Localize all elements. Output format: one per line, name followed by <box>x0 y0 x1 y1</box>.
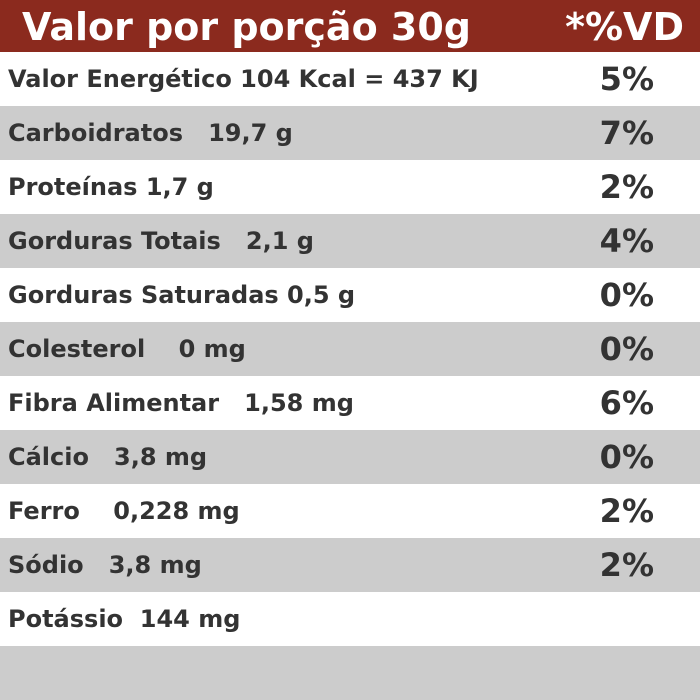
nutrient-percent: 5% <box>599 60 654 98</box>
nutrient-percent: 2% <box>599 492 654 530</box>
nutrient-row-calcium: Cálcio 3,8 mg 0% <box>0 430 700 484</box>
nutrient-label: Carboidratos 19,7 g <box>8 119 293 147</box>
nutrient-label: Cálcio 3,8 mg <box>8 443 208 471</box>
nutrient-row-total-fat: Gorduras Totais 2,1 g 4% <box>0 214 700 268</box>
nutrition-header: Valor por porção 30g *%VD <box>0 0 700 52</box>
nutrient-table: Valor Energético 104 Kcal = 437 KJ 5% Ca… <box>0 52 700 646</box>
nutrient-percent: 0% <box>599 438 654 476</box>
nutrient-label: Fibra Alimentar 1,58 mg <box>8 389 354 417</box>
nutrient-row-fiber: Fibra Alimentar 1,58 mg 6% <box>0 376 700 430</box>
nutrient-label: Gorduras Saturadas 0,5 g <box>8 281 356 309</box>
daily-value-header: *%VD <box>565 5 684 49</box>
nutrient-label: Sódio 3,8 mg <box>8 551 202 579</box>
nutrient-percent: 0% <box>599 330 654 368</box>
nutrient-percent: 0% <box>599 276 654 314</box>
nutrient-percent: 6% <box>599 384 654 422</box>
nutrient-label: Proteínas 1,7 g <box>8 173 214 201</box>
nutrient-label: Valor Energético 104 Kcal = 437 KJ <box>8 65 479 93</box>
nutrient-row-sodium: Sódio 3,8 mg 2% <box>0 538 700 592</box>
nutrient-row-proteins: Proteínas 1,7 g 2% <box>0 160 700 214</box>
nutrient-percent: 7% <box>599 114 654 152</box>
nutrient-label: Potássio 144 mg <box>8 605 241 633</box>
nutrient-label: Colesterol 0 mg <box>8 335 246 363</box>
nutrient-row-cholesterol: Colesterol 0 mg 0% <box>0 322 700 376</box>
nutrient-label: Gorduras Totais 2,1 g <box>8 227 314 255</box>
nutrient-row-carbohydrates: Carboidratos 19,7 g 7% <box>0 106 700 160</box>
nutrient-row-potassium: Potássio 144 mg <box>0 592 700 646</box>
nutrient-percent: 4% <box>599 222 654 260</box>
nutrient-row-iron: Ferro 0,228 mg 2% <box>0 484 700 538</box>
nutrient-row-energy: Valor Energético 104 Kcal = 437 KJ 5% <box>0 52 700 106</box>
serving-title: Valor por porção 30g <box>22 5 471 49</box>
nutrient-percent: 2% <box>599 168 654 206</box>
nutrient-label: Ferro 0,228 mg <box>8 497 240 525</box>
nutrient-percent: 2% <box>599 546 654 584</box>
nutrient-row-saturated-fat: Gorduras Saturadas 0,5 g 0% <box>0 268 700 322</box>
